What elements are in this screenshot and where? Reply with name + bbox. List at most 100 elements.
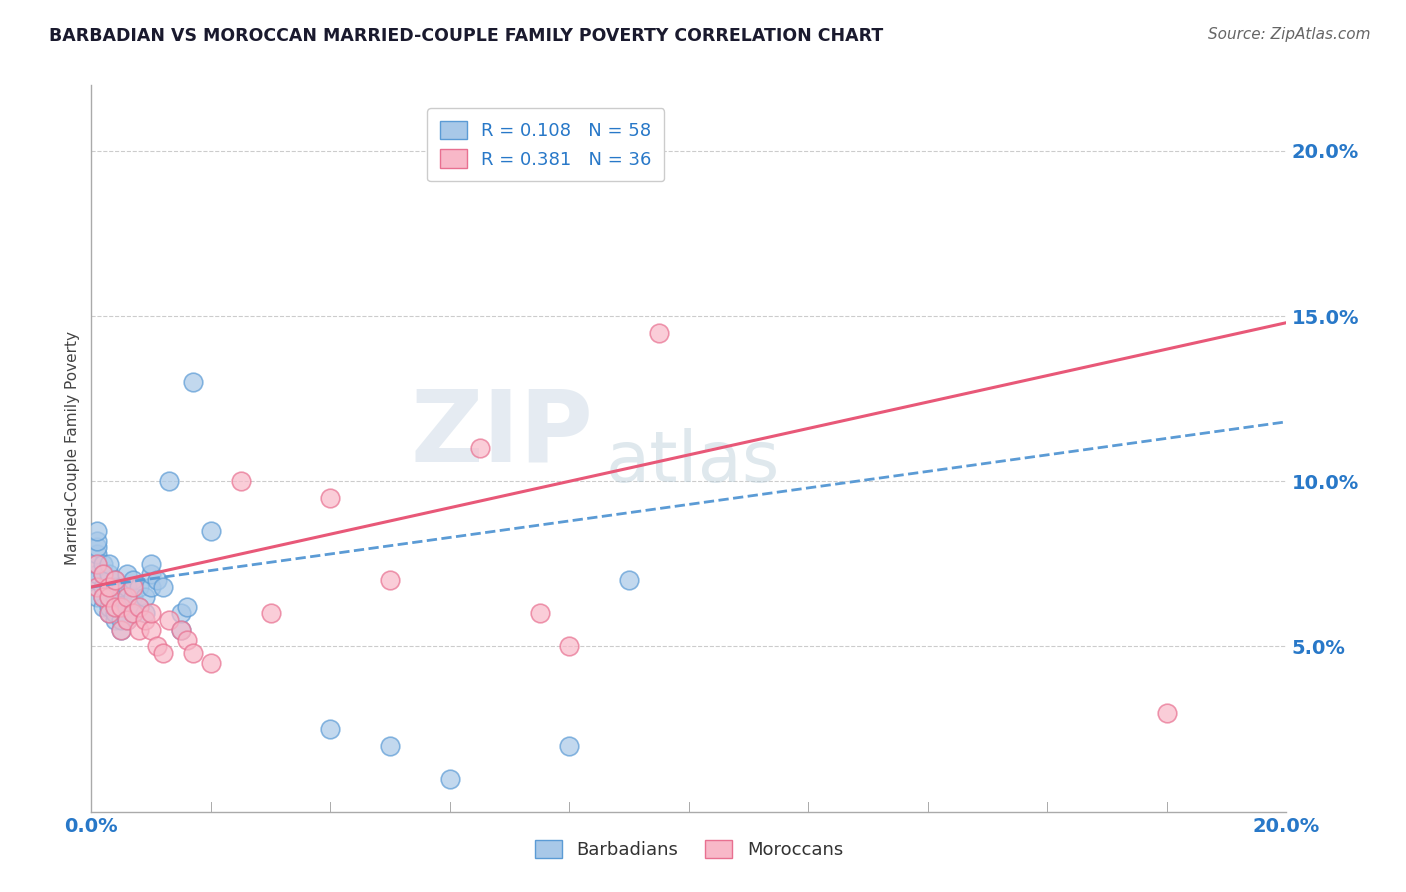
Point [115,599,138,614]
Text: atlas: atlas [605,428,780,497]
Point [86,566,108,581]
Point [319,491,342,505]
Point [104,613,127,627]
Point [229,475,252,489]
Point [157,475,180,489]
Point [558,640,581,654]
Point [141,607,163,621]
Point [122,607,145,621]
Point [86,574,108,588]
Point [122,607,145,621]
Point [104,599,127,614]
Point [200,656,222,670]
Point [110,623,132,637]
Point [98,574,121,588]
Point [141,566,163,581]
Point [110,613,132,627]
Point [104,580,127,594]
Point [86,547,108,561]
Y-axis label: Married-Couple Family Poverty: Married-Couple Family Poverty [65,331,80,566]
Point [146,640,169,654]
Point [152,646,174,660]
Point [176,632,198,647]
Point [98,607,121,621]
Point [86,524,108,538]
Point [134,590,156,604]
Point [128,599,150,614]
Point [141,557,163,571]
Text: BARBADIAN VS MOROCCAN MARRIED-COUPLE FAMILY POVERTY CORRELATION CHART: BARBADIAN VS MOROCCAN MARRIED-COUPLE FAM… [49,27,883,45]
Point [529,607,551,621]
Point [170,623,193,637]
Legend: Barbadians, Moroccans: Barbadians, Moroccans [526,830,852,868]
Point [110,590,132,604]
Text: ZIP: ZIP [411,385,593,483]
Point [104,599,127,614]
Point [1156,706,1178,720]
Point [110,599,132,614]
Point [439,772,461,786]
Point [181,375,204,389]
Point [98,590,121,604]
Point [152,580,174,594]
Point [115,580,138,594]
Point [115,566,138,581]
Point [128,599,150,614]
Point [115,613,138,627]
Point [98,557,121,571]
Point [181,646,204,660]
Point [86,557,108,571]
Point [98,607,121,621]
Point [134,613,156,627]
Point [122,580,145,594]
Point [468,441,491,455]
Point [157,613,180,627]
Point [110,599,132,614]
Point [104,574,127,588]
Point [86,590,108,604]
Point [170,623,193,637]
Point [380,739,402,753]
Point [86,580,108,594]
Point [98,580,121,594]
Point [380,574,402,588]
Point [98,599,121,614]
Point [104,607,127,621]
Point [259,607,281,621]
Point [122,574,145,588]
Point [110,580,132,594]
Text: Source: ZipAtlas.com: Source: ZipAtlas.com [1208,27,1371,42]
Point [93,557,115,571]
Point [104,574,127,588]
Point [558,739,581,753]
Point [93,566,115,581]
Point [86,557,108,571]
Point [115,590,138,604]
Point [98,590,121,604]
Point [93,599,115,614]
Point [86,533,108,548]
Point [93,580,115,594]
Point [93,590,115,604]
Point [170,607,193,621]
Point [98,580,121,594]
Point [176,599,198,614]
Point [93,590,115,604]
Point [141,623,163,637]
Point [134,607,156,621]
Point [115,613,138,627]
Point [200,524,222,538]
Point [98,566,121,581]
Point [319,722,342,736]
Point [110,623,132,637]
Point [128,623,150,637]
Point [128,580,150,594]
Point [104,590,127,604]
Point [122,590,145,604]
Point [86,541,108,555]
Point [93,566,115,581]
Point [141,580,163,594]
Point [146,574,169,588]
Point [648,326,671,340]
Point [619,574,641,588]
